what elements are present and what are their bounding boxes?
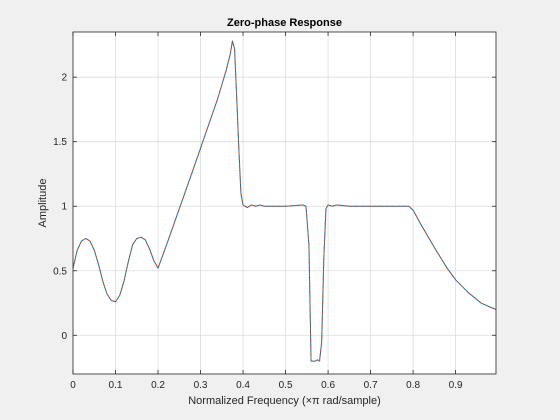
x-tick-label: 0.4 bbox=[236, 380, 250, 391]
y-tick-label: 0.5 bbox=[53, 266, 67, 277]
x-tick-label: 0.8 bbox=[406, 380, 420, 391]
y-tick-label: 1 bbox=[61, 202, 67, 213]
x-tick-label: 0.3 bbox=[194, 380, 208, 391]
plot-area bbox=[73, 32, 496, 374]
y-tick-label: 0 bbox=[61, 331, 67, 342]
y-tick-label: 2 bbox=[61, 73, 67, 84]
x-tick-label: 0.7 bbox=[364, 380, 378, 391]
x-tick-label: 0.9 bbox=[449, 380, 463, 391]
x-tick-label: 0.1 bbox=[109, 380, 123, 391]
x-tick-label: 0 bbox=[70, 380, 76, 391]
series-line-2 bbox=[72, 40, 497, 362]
y-tick-label: 1.5 bbox=[53, 137, 67, 148]
series-layer bbox=[72, 40, 497, 362]
tick-marks bbox=[72, 32, 496, 374]
x-tick-label: 0.5 bbox=[279, 380, 293, 391]
axes-box bbox=[72, 31, 497, 375]
x-axis-label: Normalized Frequency (×π rad/sample) bbox=[188, 395, 381, 407]
tick-labels: 0 0.1 0.2 0.3 0.4 0.5 0.6 0.7 0.8 0.9 0 0.5 1 1.5 2 bbox=[53, 73, 463, 391]
x-tick-label: 0.6 bbox=[321, 380, 335, 391]
y-axis-label: Amplitude bbox=[37, 179, 49, 228]
x-tick-label: 0.2 bbox=[151, 380, 165, 391]
chart-title: Zero-phase Response bbox=[227, 17, 342, 29]
